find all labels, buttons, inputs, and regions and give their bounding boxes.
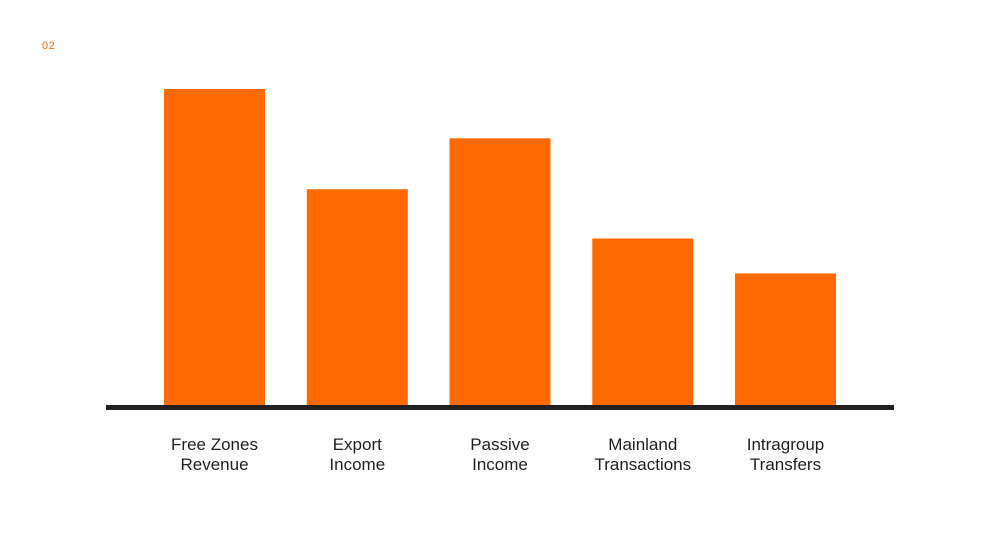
category-label-1: Export Income — [329, 435, 385, 474]
category-label-line: Mainland — [608, 435, 677, 454]
bar-2 — [449, 138, 551, 408]
category-label-line: Free Zones — [171, 435, 258, 454]
page-number: 02 — [42, 40, 56, 52]
category-label-0: Free Zones Revenue — [171, 435, 258, 474]
category-label-line: Transactions — [594, 455, 691, 474]
category-label-2: Passive Income — [470, 435, 530, 474]
category-label-line: Revenue — [180, 455, 248, 474]
category-label-line: Income — [329, 455, 385, 474]
category-label-line: Passive — [470, 435, 530, 454]
category-label-line: Income — [472, 455, 528, 474]
category-label-line: Intragroup — [747, 435, 825, 454]
category-label-line: Export — [333, 435, 382, 454]
bar-4 — [735, 273, 836, 407]
category-label-line: Transfers — [750, 455, 821, 474]
category-label-3: Mainland Transactions — [594, 435, 691, 474]
bar-1 — [306, 189, 408, 407]
bars-group — [164, 89, 836, 408]
bar-0 — [164, 89, 265, 407]
bar-3 — [592, 238, 694, 407]
category-label-4: Intragroup Transfers — [747, 435, 825, 474]
